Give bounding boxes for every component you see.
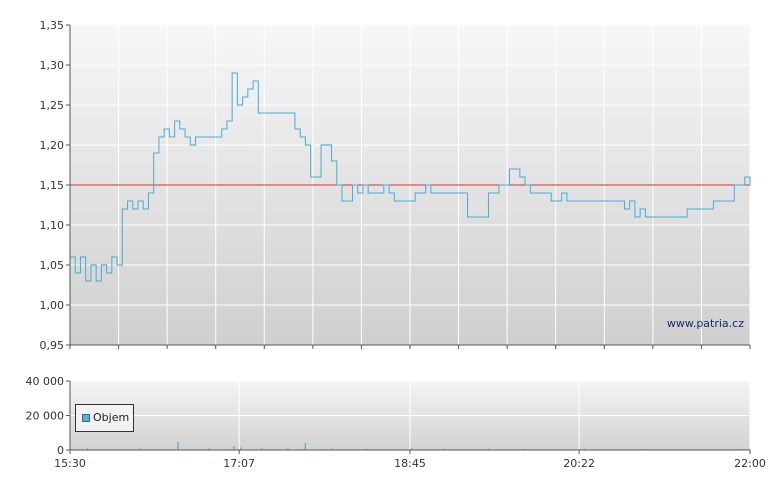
volume-legend: Objem — [75, 404, 134, 432]
volume-chart-panel: 40 000 20 000 0 15:30 17:07 18:45 20:22 22:00 — [26, 375, 766, 470]
price-y-tick-label: 1,00 — [40, 299, 65, 312]
price-y-tick-label: 1,30 — [40, 59, 65, 72]
price-y-tick-label: 1,05 — [40, 259, 65, 272]
price-y-tick-label: 1,25 — [40, 99, 65, 112]
price-y-axis-ticks: 1,35 1,30 1,25 1,20 1,15 1,10 1,05 1,00 0,95 — [40, 19, 70, 352]
volume-y-tick-label: 20 000 — [26, 410, 65, 423]
volume-y-tick-label: 40 000 — [26, 375, 65, 388]
price-y-tick-label: 1,15 — [40, 179, 65, 192]
volume-y-axis-ticks: 40 000 20 000 0 — [26, 375, 70, 457]
volume-y-tick-label: 0 — [57, 444, 64, 457]
volume-gridlines — [70, 380, 751, 450]
price-y-tick-label: 0,95 — [40, 339, 65, 352]
x-tick-label: 18:45 — [394, 457, 426, 470]
price-series-line — [70, 72, 751, 282]
price-y-tick-label: 1,10 — [40, 219, 65, 232]
price-x-axis-tick-marks — [69, 345, 751, 349]
x-tick-label: 15:30 — [54, 457, 86, 470]
price-y-tick-label: 1,20 — [40, 139, 65, 152]
legend-label: Objem — [93, 411, 130, 424]
legend-swatch — [82, 414, 90, 422]
watermark-text: www.patria.cz — [667, 317, 744, 330]
volume-x-axis-ticks: 15:30 17:07 18:45 20:22 22:00 — [54, 450, 766, 470]
x-tick-label: 17:07 — [223, 457, 255, 470]
price-chart-panel: 1,35 1,30 1,25 1,20 1,15 1,10 1,05 1,00 0,95 www… — [40, 19, 751, 352]
x-tick-label: 20:22 — [563, 457, 595, 470]
x-tick-label: 22:00 — [734, 457, 766, 470]
price-y-tick-label: 1,35 — [40, 19, 65, 32]
